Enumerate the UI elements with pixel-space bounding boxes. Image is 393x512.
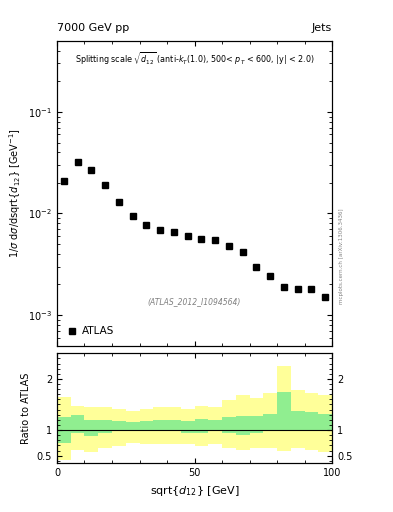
ATLAS <box>158 227 163 233</box>
Bar <box>126 422 140 430</box>
Text: mcplots.cern.ch [arXiv:1306.3436]: mcplots.cern.ch [arXiv:1306.3436] <box>339 208 344 304</box>
Legend: ATLAS: ATLAS <box>62 322 119 340</box>
ATLAS <box>281 284 286 290</box>
Y-axis label: Ratio to ATLAS: Ratio to ATLAS <box>21 373 31 444</box>
Bar <box>250 416 263 433</box>
Bar <box>318 395 332 452</box>
ATLAS <box>144 222 149 228</box>
Bar <box>71 415 84 433</box>
Bar <box>263 414 277 430</box>
Bar <box>57 397 71 460</box>
Bar <box>263 393 277 448</box>
Bar <box>222 400 236 448</box>
ATLAS <box>268 273 273 280</box>
Bar <box>208 407 222 444</box>
ATLAS <box>185 233 190 239</box>
Bar <box>167 407 181 444</box>
ATLAS <box>130 212 135 219</box>
Bar <box>195 406 208 446</box>
ATLAS <box>254 264 259 270</box>
Bar <box>277 366 291 451</box>
Bar <box>84 407 98 452</box>
Bar <box>181 409 195 444</box>
Bar <box>250 398 263 448</box>
Text: 7000 GeV pp: 7000 GeV pp <box>57 24 129 33</box>
ATLAS <box>296 286 300 292</box>
Bar <box>71 406 84 450</box>
Bar <box>291 411 305 430</box>
ATLAS <box>172 229 176 236</box>
Bar <box>277 392 291 431</box>
Bar <box>98 407 112 448</box>
ATLAS <box>117 199 121 205</box>
Y-axis label: 1/$\sigma$ d$\sigma$/dsqrt{$d_{12}$} [GeV$^{-1}$]: 1/$\sigma$ d$\sigma$/dsqrt{$d_{12}$} [Ge… <box>7 129 22 258</box>
ATLAS <box>89 166 94 173</box>
Bar <box>140 421 153 430</box>
ATLAS <box>227 243 231 249</box>
ATLAS <box>241 249 245 255</box>
Bar <box>305 393 318 450</box>
Bar <box>140 409 153 444</box>
ATLAS <box>309 286 314 292</box>
Bar <box>195 419 208 433</box>
Bar <box>153 407 167 444</box>
Bar <box>236 416 250 435</box>
X-axis label: sqrt{$d_{12}$} [GeV]: sqrt{$d_{12}$} [GeV] <box>150 484 239 498</box>
Bar <box>112 421 126 431</box>
Bar <box>318 414 332 430</box>
Line: ATLAS: ATLAS <box>61 159 328 300</box>
Bar <box>57 417 71 443</box>
Text: Splitting scale $\sqrt{d_{12}}$ (anti-$k_{T}$(1.0), 500< $p_{T}$ < 600, |y| < 2.: Splitting scale $\sqrt{d_{12}}$ (anti-$k… <box>75 50 314 67</box>
Bar <box>222 417 236 433</box>
ATLAS <box>323 294 328 300</box>
ATLAS <box>213 237 218 243</box>
Text: Jets: Jets <box>312 24 332 33</box>
ATLAS <box>62 178 66 184</box>
Bar <box>305 412 318 430</box>
Bar <box>208 420 222 430</box>
ATLAS <box>103 182 108 188</box>
ATLAS <box>75 159 80 165</box>
Bar <box>236 395 250 450</box>
Bar <box>126 411 140 443</box>
Bar <box>84 420 98 436</box>
ATLAS <box>199 236 204 242</box>
Bar <box>167 420 181 430</box>
Bar <box>98 420 112 433</box>
Text: (ATLAS_2012_I1094564): (ATLAS_2012_I1094564) <box>148 297 241 306</box>
Bar <box>291 390 305 448</box>
Bar <box>112 409 126 446</box>
Bar <box>153 420 167 430</box>
Bar <box>181 421 195 433</box>
